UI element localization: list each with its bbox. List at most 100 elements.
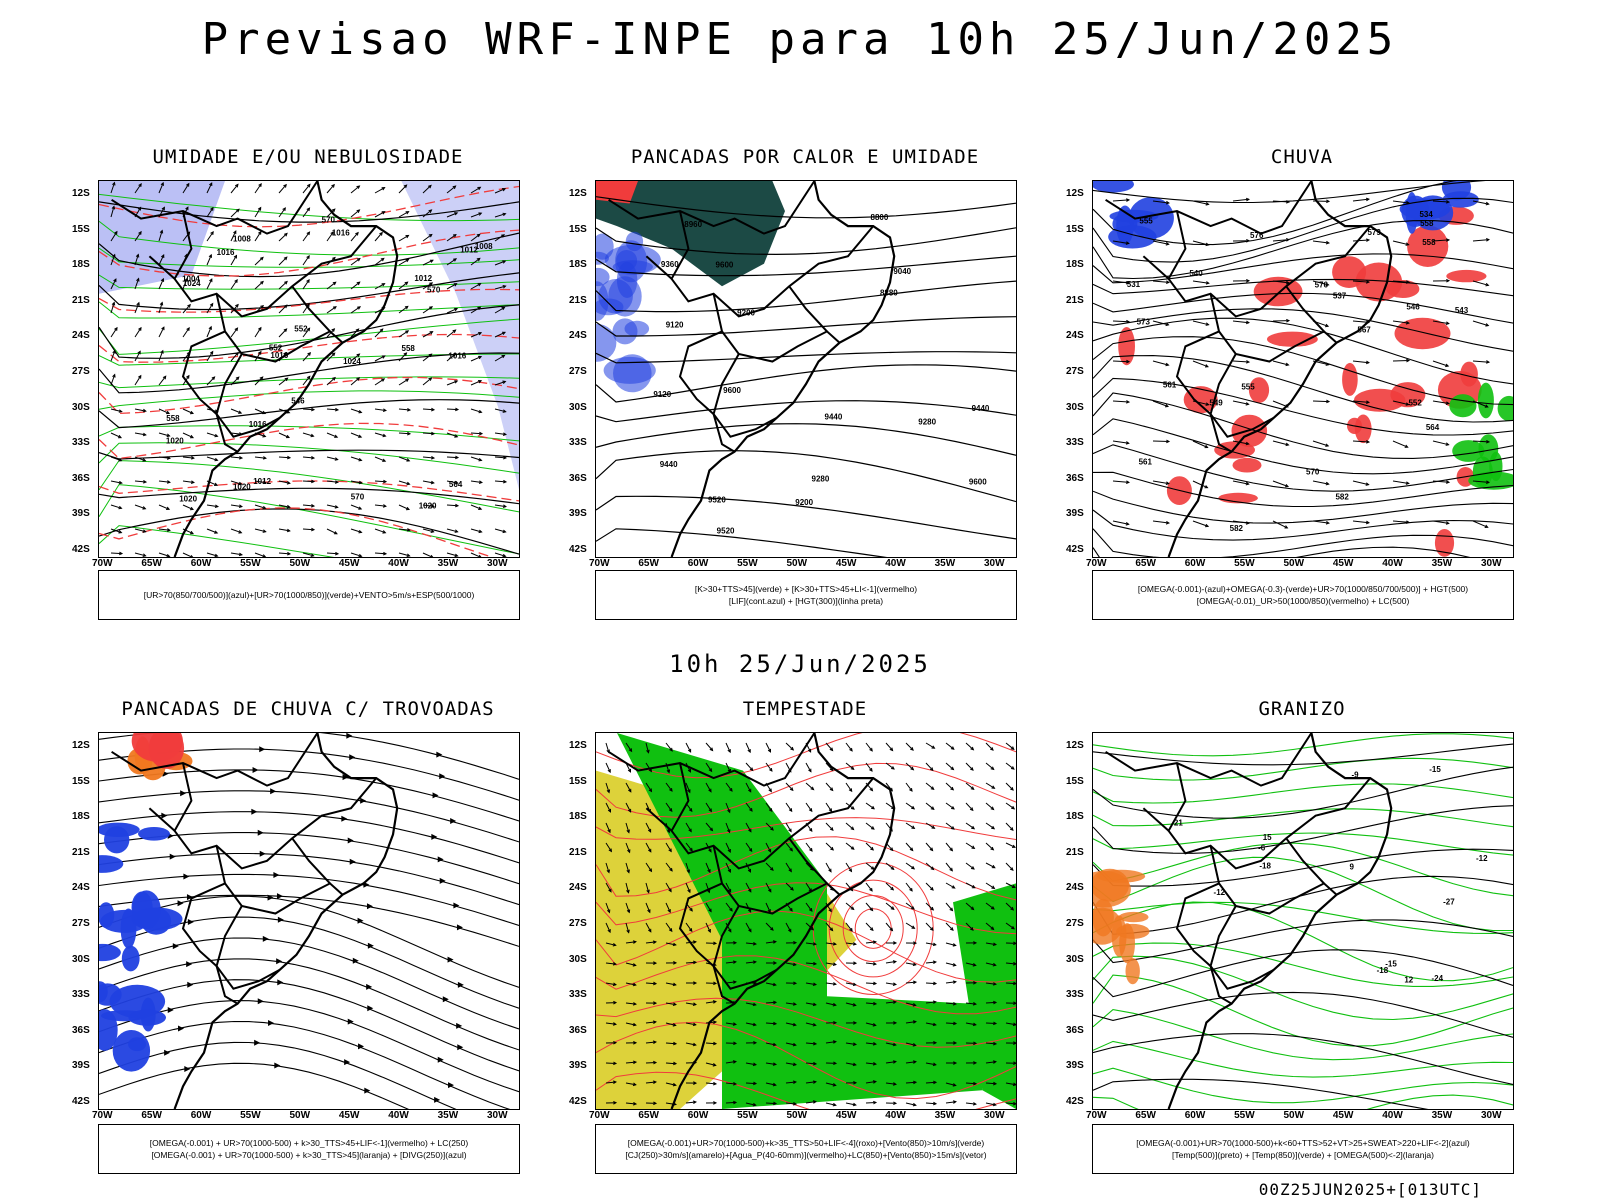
wind-vector-head xyxy=(334,434,339,438)
streamline xyxy=(99,979,519,1072)
wind-vector xyxy=(1005,822,1014,831)
wind-vector xyxy=(705,782,712,792)
contour-line xyxy=(1093,875,1513,935)
shaded-area xyxy=(624,320,650,337)
wind-vector xyxy=(825,782,834,791)
wind-vector xyxy=(625,982,636,986)
wind-vector xyxy=(422,234,433,242)
lon-tick-label: 40W xyxy=(1382,558,1403,569)
wind-vector xyxy=(206,231,214,242)
streamline-arrow xyxy=(457,1044,464,1051)
wind-vector xyxy=(625,782,632,793)
wind-vector xyxy=(494,528,506,533)
state-border xyxy=(1285,285,1325,333)
lon-tick-label: 55W xyxy=(240,1110,261,1121)
wind-vector xyxy=(230,327,238,338)
wind-vector-head xyxy=(333,531,338,535)
contour-value-label: 9440 xyxy=(825,412,843,421)
wind-vector xyxy=(945,742,955,750)
wind-vector-head xyxy=(608,848,612,853)
wind-vector xyxy=(1112,320,1130,323)
lat-tick-label: 18S xyxy=(1066,259,1084,271)
cyclone-contour xyxy=(828,879,918,978)
wind-vector xyxy=(1272,280,1289,284)
wind-vector-head xyxy=(382,408,387,412)
wind-vector-head xyxy=(752,1062,757,1067)
wind-vector-head xyxy=(189,410,195,415)
lon-tick-label: 70W xyxy=(92,1110,113,1121)
wind-vector xyxy=(745,742,751,753)
wind-vector-head xyxy=(1366,439,1371,444)
wind-vector-head xyxy=(235,376,240,381)
shaded-area xyxy=(99,855,124,873)
wind-vector xyxy=(945,802,955,810)
state-border xyxy=(215,413,239,453)
wind-vector xyxy=(905,1021,916,1024)
contour-line xyxy=(596,910,1016,983)
streamline-arrow xyxy=(447,956,454,963)
wind-vector-head xyxy=(118,409,123,413)
wind-vector-head xyxy=(454,307,459,312)
wind-vector-head xyxy=(1010,787,1014,791)
wind-vector xyxy=(725,902,733,912)
wind-vector xyxy=(1232,400,1249,405)
wind-vector xyxy=(665,982,676,986)
wind-vector-head xyxy=(829,747,834,752)
wind-vector xyxy=(745,1002,756,1006)
wind-vector-head xyxy=(812,1080,817,1084)
wind-vector xyxy=(398,281,408,290)
wind-vector xyxy=(805,802,813,812)
wind-vector-head xyxy=(913,941,918,945)
wind-vector xyxy=(905,762,914,771)
wind-vector-head xyxy=(930,887,934,891)
wind-vector-head xyxy=(708,768,713,773)
wind-vector-head xyxy=(669,867,673,872)
streamline-arrow xyxy=(177,900,184,907)
wind-vector-head xyxy=(383,479,388,484)
wind-vector-head xyxy=(1013,981,1016,986)
wind-vector-head xyxy=(626,889,630,894)
wind-vector-head xyxy=(852,942,857,946)
streamline xyxy=(99,958,519,1051)
wind-vector-head xyxy=(812,1002,817,1007)
wind-vector xyxy=(625,1022,636,1026)
wind-vector xyxy=(326,281,337,290)
wind-vector-head xyxy=(769,867,774,871)
wind-vector-head xyxy=(911,825,916,829)
wind-vector-head xyxy=(991,864,996,869)
wind-vector xyxy=(825,802,833,812)
wind-vector xyxy=(182,432,194,439)
wind-vector xyxy=(945,902,953,911)
wind-vector-head xyxy=(693,981,698,985)
contour-value-label: 543 xyxy=(1455,306,1469,315)
run-timestamp: 00Z25JUN2025+[013UTC] xyxy=(1258,1180,1482,1199)
wind-vector xyxy=(134,504,146,510)
wind-vector-head xyxy=(1446,200,1451,204)
wind-vector-head xyxy=(455,455,460,460)
panel-title: TEMPESTADE xyxy=(742,698,868,720)
contour-value-label: 570 xyxy=(1306,467,1320,476)
wind-vector xyxy=(278,456,291,459)
wind-vector-head xyxy=(689,847,693,852)
wind-vector-head xyxy=(1165,200,1170,205)
wind-vector-head xyxy=(476,233,481,238)
wind-vector xyxy=(470,332,482,338)
wind-vector-head xyxy=(311,527,316,532)
wind-vector xyxy=(685,842,693,852)
wind-vector xyxy=(745,961,756,964)
wind-vector-head xyxy=(652,1040,657,1045)
wind-vector-head xyxy=(850,766,855,770)
wind-vector xyxy=(494,504,506,508)
streamline-arrow xyxy=(358,1043,365,1050)
state-border xyxy=(1142,255,1170,280)
state-border xyxy=(608,733,816,787)
wind-vector-head xyxy=(1405,402,1410,406)
wind-vector-head xyxy=(135,253,140,258)
wind-vector-head xyxy=(752,960,757,964)
wind-vector-head xyxy=(1445,442,1450,446)
shaded-area xyxy=(596,267,610,287)
wind-vector-head xyxy=(873,1100,878,1105)
wind-vector xyxy=(470,233,481,242)
contour-line xyxy=(596,528,888,557)
wind-vector xyxy=(945,1022,957,1025)
